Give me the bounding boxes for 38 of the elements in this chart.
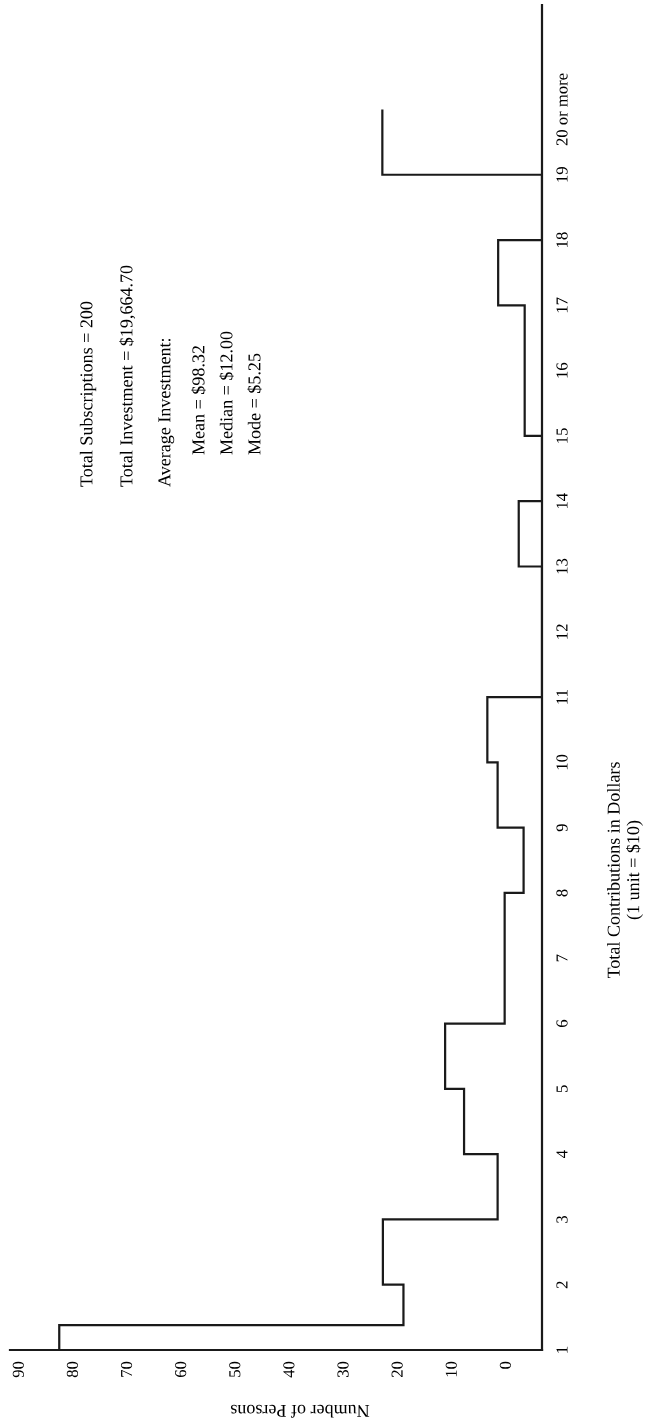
x-tick-label: 60 xyxy=(175,1361,187,1378)
annotation: Average Investment: xyxy=(158,338,175,487)
y-tick-label: 13 xyxy=(556,558,568,574)
y-tick-label: 18 xyxy=(556,232,568,247)
annotation: Median = $12.00 xyxy=(219,331,234,455)
y-axis-title: Total Contributions in Dollars (1 unit = $10) xyxy=(607,762,643,979)
x-tick-label: 40 xyxy=(283,1361,295,1378)
x-tick-label: 20 xyxy=(391,1361,403,1378)
y-tick-label: 7 xyxy=(556,954,568,962)
y-tick-label: 8 xyxy=(556,889,568,897)
y-tick-label: 10 xyxy=(556,754,568,770)
y-tick-label: 2 xyxy=(556,1281,568,1289)
x-tick-label: 90 xyxy=(12,1361,24,1378)
y-tick-label: 1 xyxy=(556,1346,568,1353)
annotation: Mode = $5.25 xyxy=(247,353,262,455)
x-tick-label: 50 xyxy=(229,1361,241,1377)
y-tick-label: 12 xyxy=(556,624,568,639)
annotation: Mean = $98.32 xyxy=(191,346,206,455)
y-tick-label: 20 or more xyxy=(556,73,568,146)
x-tick-label: 80 xyxy=(66,1361,79,1378)
x-tick-label: 70 xyxy=(120,1361,133,1377)
y-tick-label: 16 xyxy=(556,362,568,378)
x-tick-label: 0 xyxy=(499,1361,511,1369)
annotation: Total Investment = $19,664.70 xyxy=(119,265,136,487)
y-tick-label: 19 xyxy=(556,167,568,182)
x-axis-title: Number of Persons xyxy=(230,1404,370,1418)
y-tick-label: 11 xyxy=(556,690,568,704)
y-tick-label: 17 xyxy=(556,297,568,313)
y-tick-label: 5 xyxy=(556,1085,568,1093)
x-tick-label: 10 xyxy=(445,1361,457,1377)
x-tick-label: 30 xyxy=(337,1361,349,1377)
y-tick-label: 15 xyxy=(556,428,568,443)
y-tick-label: 6 xyxy=(556,1019,568,1027)
y-tick-label: 3 xyxy=(556,1215,568,1223)
y-tick-label: 4 xyxy=(556,1150,568,1158)
y-tick-label: 14 xyxy=(556,493,568,509)
y-tick-label: 9 xyxy=(556,824,568,832)
annotation: Total Subscriptions = 200 xyxy=(79,301,97,487)
